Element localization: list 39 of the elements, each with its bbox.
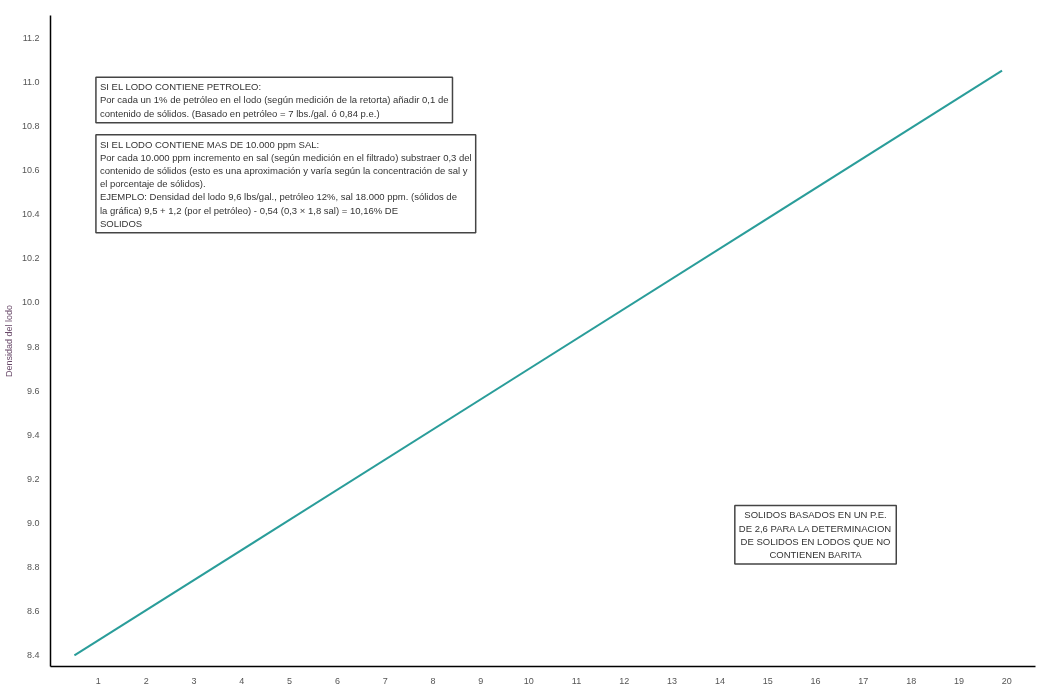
- x-tick-label: 16: [810, 675, 821, 686]
- x-tick-label: 8: [430, 675, 436, 686]
- y-tick-label: 8.8: [26, 562, 40, 573]
- y-tick-label: 9.2: [26, 473, 40, 484]
- y-tick-label: 10.2: [21, 253, 40, 264]
- x-tick-label: 12: [619, 675, 630, 686]
- x-tick-label: 7: [382, 675, 388, 686]
- annotation: SOLIDOS BASADOS EN UN P.E. DE 2,6 PARA LA DETERMINACION DE SOLIDOS EN LODOS QUE NO CONTIENEN BARITA: [738, 509, 892, 561]
- x-tick-label: 18: [906, 675, 917, 686]
- y-tick-label: 9.8: [26, 341, 40, 352]
- x-tick-label: 10: [523, 675, 534, 686]
- y-tick-label: 10.4: [21, 209, 40, 220]
- y-axis-title: Densidad del lodo: [3, 304, 14, 378]
- x-tick-label: 6: [334, 675, 340, 686]
- x-tick-label: 15: [762, 675, 773, 686]
- x-tick-label: 3: [191, 675, 197, 686]
- x-tick-label: 5: [287, 675, 293, 686]
- y-tick-label: 8.4: [26, 650, 40, 661]
- x-tick-label: 1: [95, 675, 101, 686]
- y-tick-label: 11.2: [22, 32, 40, 43]
- y-tick-label: 8.6: [26, 606, 40, 617]
- x-tick-label: 2: [143, 675, 149, 686]
- y-tick-label: 10.0: [21, 297, 40, 308]
- x-tick-label: 13: [667, 675, 678, 686]
- x-tick-label: 4: [239, 675, 245, 686]
- x-tick-label: 17: [858, 675, 869, 686]
- y-tick-label: 9.4: [26, 429, 40, 440]
- x-tick-label: 20: [1001, 675, 1012, 686]
- annotation: SI EL LODO CONTIENE PETROLEO: Por cada un 1% de petróleo en el lodo (según medición de la retorta) añadir 0,1 de contenido de sólidos. (Basado en petróleo = 7 lbs./gal. ó 0,84 p.e.): [99, 81, 449, 119]
- x-tick-label: 19: [953, 675, 965, 686]
- x-tick-label: 9: [478, 675, 484, 686]
- y-tick-label: 9.6: [26, 385, 40, 396]
- y-tick-label: 9.0: [26, 518, 40, 529]
- y-tick-label: 11.0: [22, 76, 40, 87]
- x-tick-label: 11: [571, 675, 582, 686]
- y-tick-label: 10.8: [21, 120, 40, 131]
- annotation: SI EL LODO CONTIENE MAS DE 10.000 ppm SAL: Por cada 10.000 ppm incremento en sal (según medición en el filtrado) substraer 0,3 del contenido de sólidos (esto es una aproximación y varía según la concentración de sal y el porcentaje de sólidos). EJEMPLO: Densidad del lodo 9,6 lbs/gal., petróleo 12%, sal 18.000 ppm. (sólidos de la gráfica) 9,5 + 1,2 (por el petróleo) - 0,54 (0,3 × 1,8 sal) = 10,16% DE SOLIDOS: [99, 138, 472, 229]
- x-tick-label: 14: [714, 675, 725, 686]
- y-tick-label: 10.6: [21, 164, 40, 175]
